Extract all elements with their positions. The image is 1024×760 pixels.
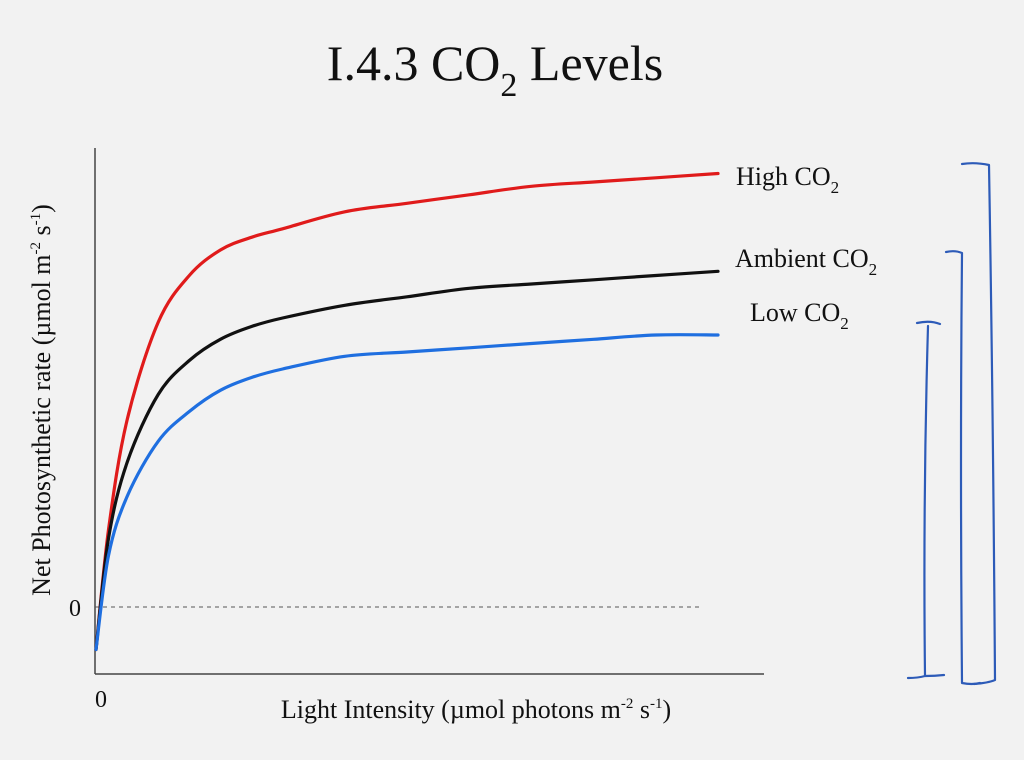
- x-tick-label-0: 0: [95, 687, 107, 713]
- series-line-low: [94, 333, 720, 652]
- series-label-high: High CO2: [736, 162, 839, 197]
- handwritten-brackets: [906, 162, 997, 686]
- series-line-high: [94, 171, 720, 652]
- y-axis-label: Net Photosynthetic rate (µmol m-2 s-1): [27, 204, 56, 596]
- series-label-ambient: Ambient CO2: [735, 244, 877, 279]
- bracket-low: [906, 320, 946, 680]
- series-layer: [94, 171, 720, 652]
- bracket-high: [960, 162, 997, 686]
- bracket-ambient: [944, 250, 982, 686]
- y-tick-label-0: 0: [69, 596, 81, 622]
- series-label-low: Low CO2: [750, 298, 849, 333]
- chart-title: I.4.3 CO2 Levels: [327, 35, 663, 104]
- x-axis-label: Light Intensity (µmol photons m-2 s-1): [281, 695, 671, 724]
- series-line-ambient: [94, 269, 720, 652]
